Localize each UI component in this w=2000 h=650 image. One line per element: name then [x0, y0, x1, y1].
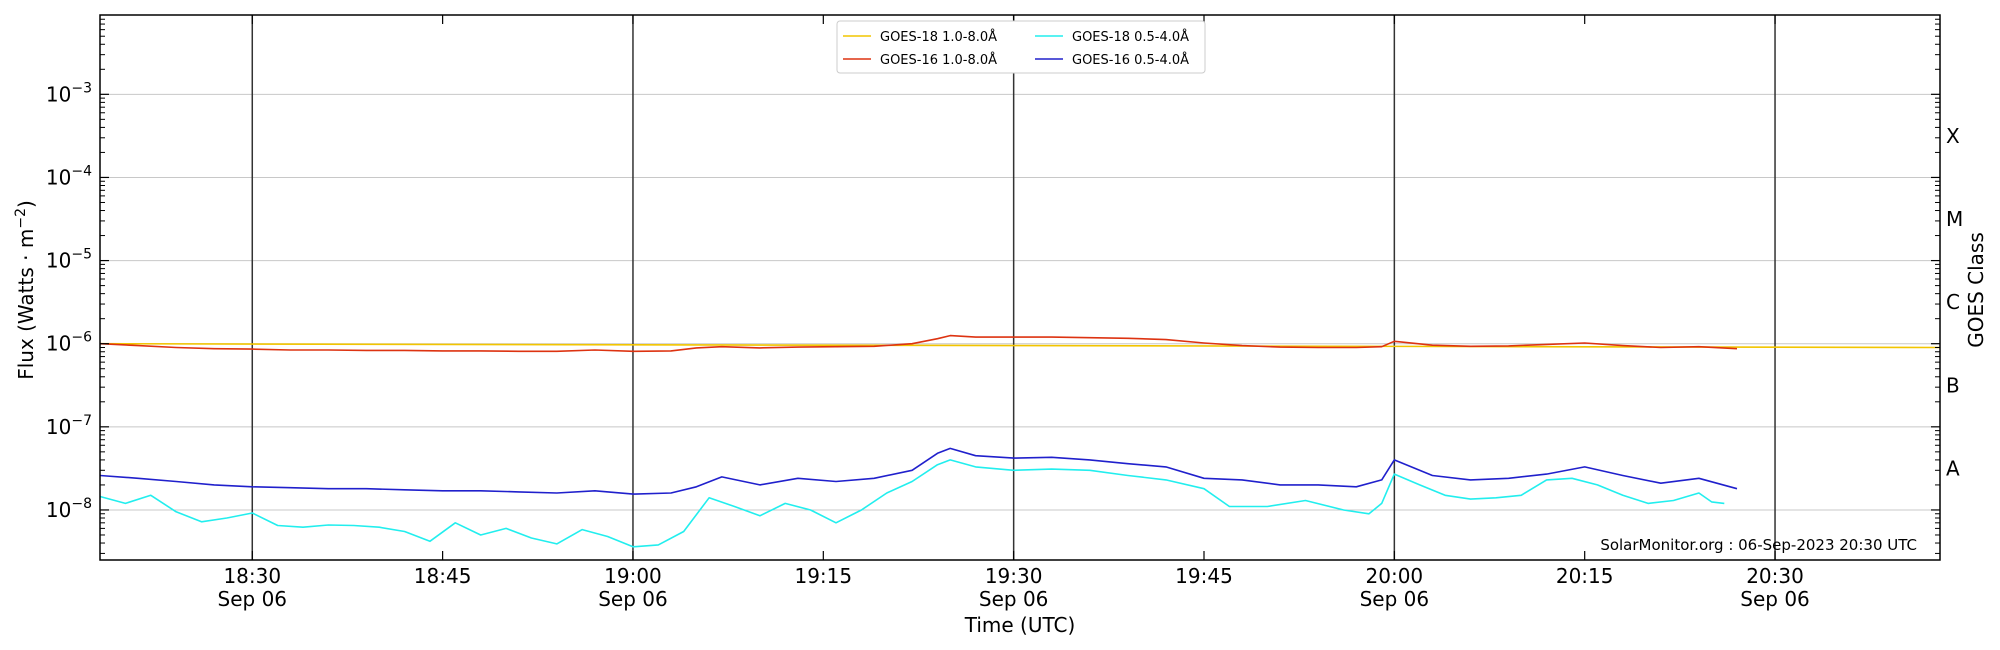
goes-class-label: B — [1946, 373, 1960, 397]
goes-class-axis-label: GOES Class — [1964, 232, 1988, 348]
x-tick-date-label: Sep 06 — [979, 587, 1049, 611]
solarmonitor-watermark: SolarMonitor.org : 06-Sep-2023 20:30 UTC — [1600, 536, 1917, 554]
chart-legend: GOES-18 1.0-8.0Å GOES-16 1.0-8.0Å GOES-1… — [836, 20, 1206, 74]
y-tick-base: 10 — [46, 249, 71, 273]
plot-frame — [99, 14, 1941, 561]
y-tick-exponent: −7 — [71, 413, 92, 429]
x-tick-date-label: Sep 06 — [1360, 587, 1430, 611]
y-tick-label: 10−5 — [46, 247, 92, 273]
legend-box — [836, 20, 1206, 74]
y-tick-exponent: −8 — [71, 496, 92, 512]
y-tick-exponent: −6 — [71, 330, 92, 346]
legend-label-goes18-short: GOES-18 0.5-4.0Å — [1072, 29, 1189, 45]
x-tick-date-label: Sep 06 — [218, 587, 288, 611]
x-tick-date-label: Sep 06 — [1740, 587, 1810, 611]
y-tick-label: 10−7 — [46, 413, 92, 439]
series-lines — [99, 334, 1941, 548]
legend-label-goes16-long: GOES-16 1.0-8.0Å — [880, 52, 997, 68]
y-tick-base: 10 — [46, 415, 71, 439]
x-axis-label: Time (UTC) — [964, 613, 1076, 637]
goes-class-label: A — [1946, 456, 1960, 480]
x-tick-label: 19:45 — [1175, 564, 1233, 588]
y-tick-base: 10 — [46, 165, 71, 189]
y-tick-exponent: −3 — [71, 80, 92, 96]
y-tick-label: 10−6 — [46, 330, 92, 356]
legend-label-goes16-short: GOES-16 0.5-4.0Å — [1072, 52, 1189, 68]
y-tick-label: 10−4 — [46, 163, 92, 189]
y-axis-label: Flux (Watts · m−2) — [13, 200, 38, 380]
x-tick-label: 20:30 — [1746, 564, 1804, 588]
series-line-2 — [99, 459, 1725, 548]
y-tick-base: 10 — [46, 498, 71, 522]
x-tick-label: 19:30 — [985, 564, 1043, 588]
goes-class-label: C — [1946, 290, 1960, 314]
x-tick-label: 19:00 — [604, 564, 662, 588]
x-tick-label: 20:00 — [1366, 564, 1424, 588]
y-tick-exponent: −4 — [71, 163, 92, 179]
x-tick-label: 18:30 — [223, 564, 281, 588]
y-tick-base: 10 — [46, 82, 71, 106]
goes-class-label: M — [1946, 207, 1963, 231]
y-tick-exponent: −5 — [71, 247, 92, 263]
y-tick-label: 10−3 — [46, 80, 92, 106]
legend-label-goes18-long: GOES-18 1.0-8.0Å — [880, 29, 997, 45]
x-tick-label: 18:45 — [414, 564, 472, 588]
x-tick-label: 20:15 — [1556, 564, 1614, 588]
goes-class-label: X — [1946, 124, 1960, 148]
x-tick-label: 19:15 — [794, 564, 852, 588]
series-line-3 — [99, 447, 1738, 495]
y-tick-base: 10 — [46, 332, 71, 356]
series-line-1 — [99, 334, 1738, 353]
y-tick-label: 10−8 — [46, 496, 92, 522]
x-tick-date-label: Sep 06 — [598, 587, 668, 611]
